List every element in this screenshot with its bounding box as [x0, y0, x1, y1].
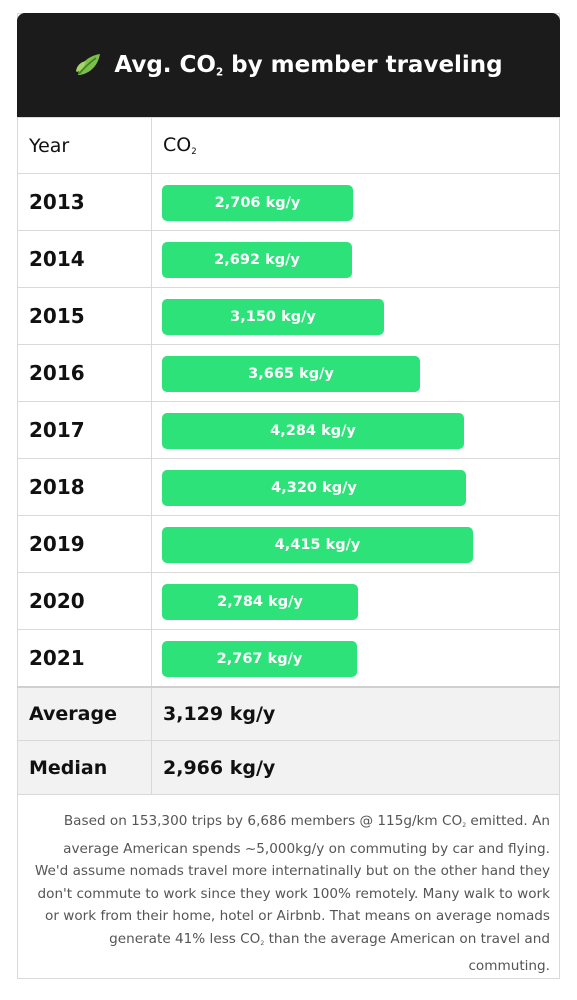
- co2-bar: 2,692 kg/y: [162, 242, 352, 278]
- year-label: 2016: [17, 344, 152, 402]
- table-header-row: Year CO2: [17, 117, 560, 174]
- bar-value-label: 4,284 kg/y: [270, 423, 356, 439]
- co2-bar: 3,665 kg/y: [162, 356, 420, 392]
- year-label: 2015: [17, 287, 152, 345]
- bar-cell: 3,665 kg/y: [151, 344, 560, 402]
- co2-bar: 2,767 kg/y: [162, 641, 357, 677]
- bar-cell: 2,767 kg/y: [151, 629, 560, 687]
- table-row: 2018 4,320 kg/y: [17, 458, 560, 516]
- co2-bar: 3,150 kg/y: [162, 299, 384, 335]
- year-label: 2020: [17, 572, 152, 630]
- bar-cell: 4,284 kg/y: [151, 401, 560, 459]
- bar-value-label: 4,320 kg/y: [271, 480, 357, 496]
- summary-row: Average 3,129 kg/y: [17, 685, 560, 741]
- bar-cell: 2,784 kg/y: [151, 572, 560, 630]
- summary-value: 2,966 kg/y: [151, 740, 560, 795]
- bar-value-label: 4,415 kg/y: [274, 537, 361, 553]
- card-header: Avg. CO2 by member traveling: [17, 13, 560, 117]
- table-row: 2015 3,150 kg/y: [17, 287, 560, 345]
- table-row: 2021 2,767 kg/y: [17, 629, 560, 687]
- year-label: 2019: [17, 515, 152, 573]
- co2-bar: 4,320 kg/y: [162, 470, 466, 506]
- summary-label: Average: [17, 685, 152, 741]
- co2-column-header: CO2: [151, 117, 560, 174]
- year-label: 2014: [17, 230, 152, 288]
- bar-cell: 3,150 kg/y: [151, 287, 560, 345]
- year-label: 2013: [17, 173, 152, 231]
- table-row: 2017 4,284 kg/y: [17, 401, 560, 459]
- year-column-header: Year: [17, 117, 152, 174]
- summary-label: Median: [17, 740, 152, 795]
- summary-value: 3,129 kg/y: [151, 685, 560, 741]
- bar-value-label: 2,706 kg/y: [214, 195, 301, 211]
- table-row: 2020 2,784 kg/y: [17, 572, 560, 630]
- co2-table: Year CO2 2013 2,706 kg/y 2014 2,692 kg/y 201…: [17, 117, 560, 795]
- bar-cell: 2,706 kg/y: [151, 173, 560, 231]
- year-label: 2018: [17, 458, 152, 516]
- co2-bar: 2,784 kg/y: [162, 584, 358, 620]
- bar-cell: 4,415 kg/y: [151, 515, 560, 573]
- bar-cell: 4,320 kg/y: [151, 458, 560, 516]
- bar-value-label: 2,692 kg/y: [214, 252, 300, 268]
- bar-value-label: 2,767 kg/y: [216, 651, 303, 667]
- year-label: 2021: [17, 629, 152, 687]
- co2-bar: 2,706 kg/y: [162, 185, 353, 221]
- bar-value-label: 3,665 kg/y: [248, 366, 334, 382]
- table-row: 2013 2,706 kg/y: [17, 173, 560, 231]
- table-row: 2016 3,665 kg/y: [17, 344, 560, 402]
- co2-card: Avg. CO2 by member traveling Year CO2 20…: [17, 13, 560, 979]
- footnote: Based on 153,300 trips by 6,686 members …: [34, 813, 550, 975]
- table-row: 2014 2,692 kg/y: [17, 230, 560, 288]
- leaf-icon: [76, 54, 101, 75]
- card-title: Avg. CO2 by member traveling: [114, 51, 503, 79]
- table-row: 2019 4,415 kg/y: [17, 515, 560, 573]
- year-label: 2017: [17, 401, 152, 459]
- co2-bar: 4,415 kg/y: [162, 527, 473, 563]
- summary-row: Median 2,966 kg/y: [17, 740, 560, 795]
- bar-value-label: 2,784 kg/y: [217, 594, 303, 610]
- bar-cell: 2,692 kg/y: [151, 230, 560, 288]
- bar-value-label: 3,150 kg/y: [230, 309, 316, 325]
- co2-bar: 4,284 kg/y: [162, 413, 464, 449]
